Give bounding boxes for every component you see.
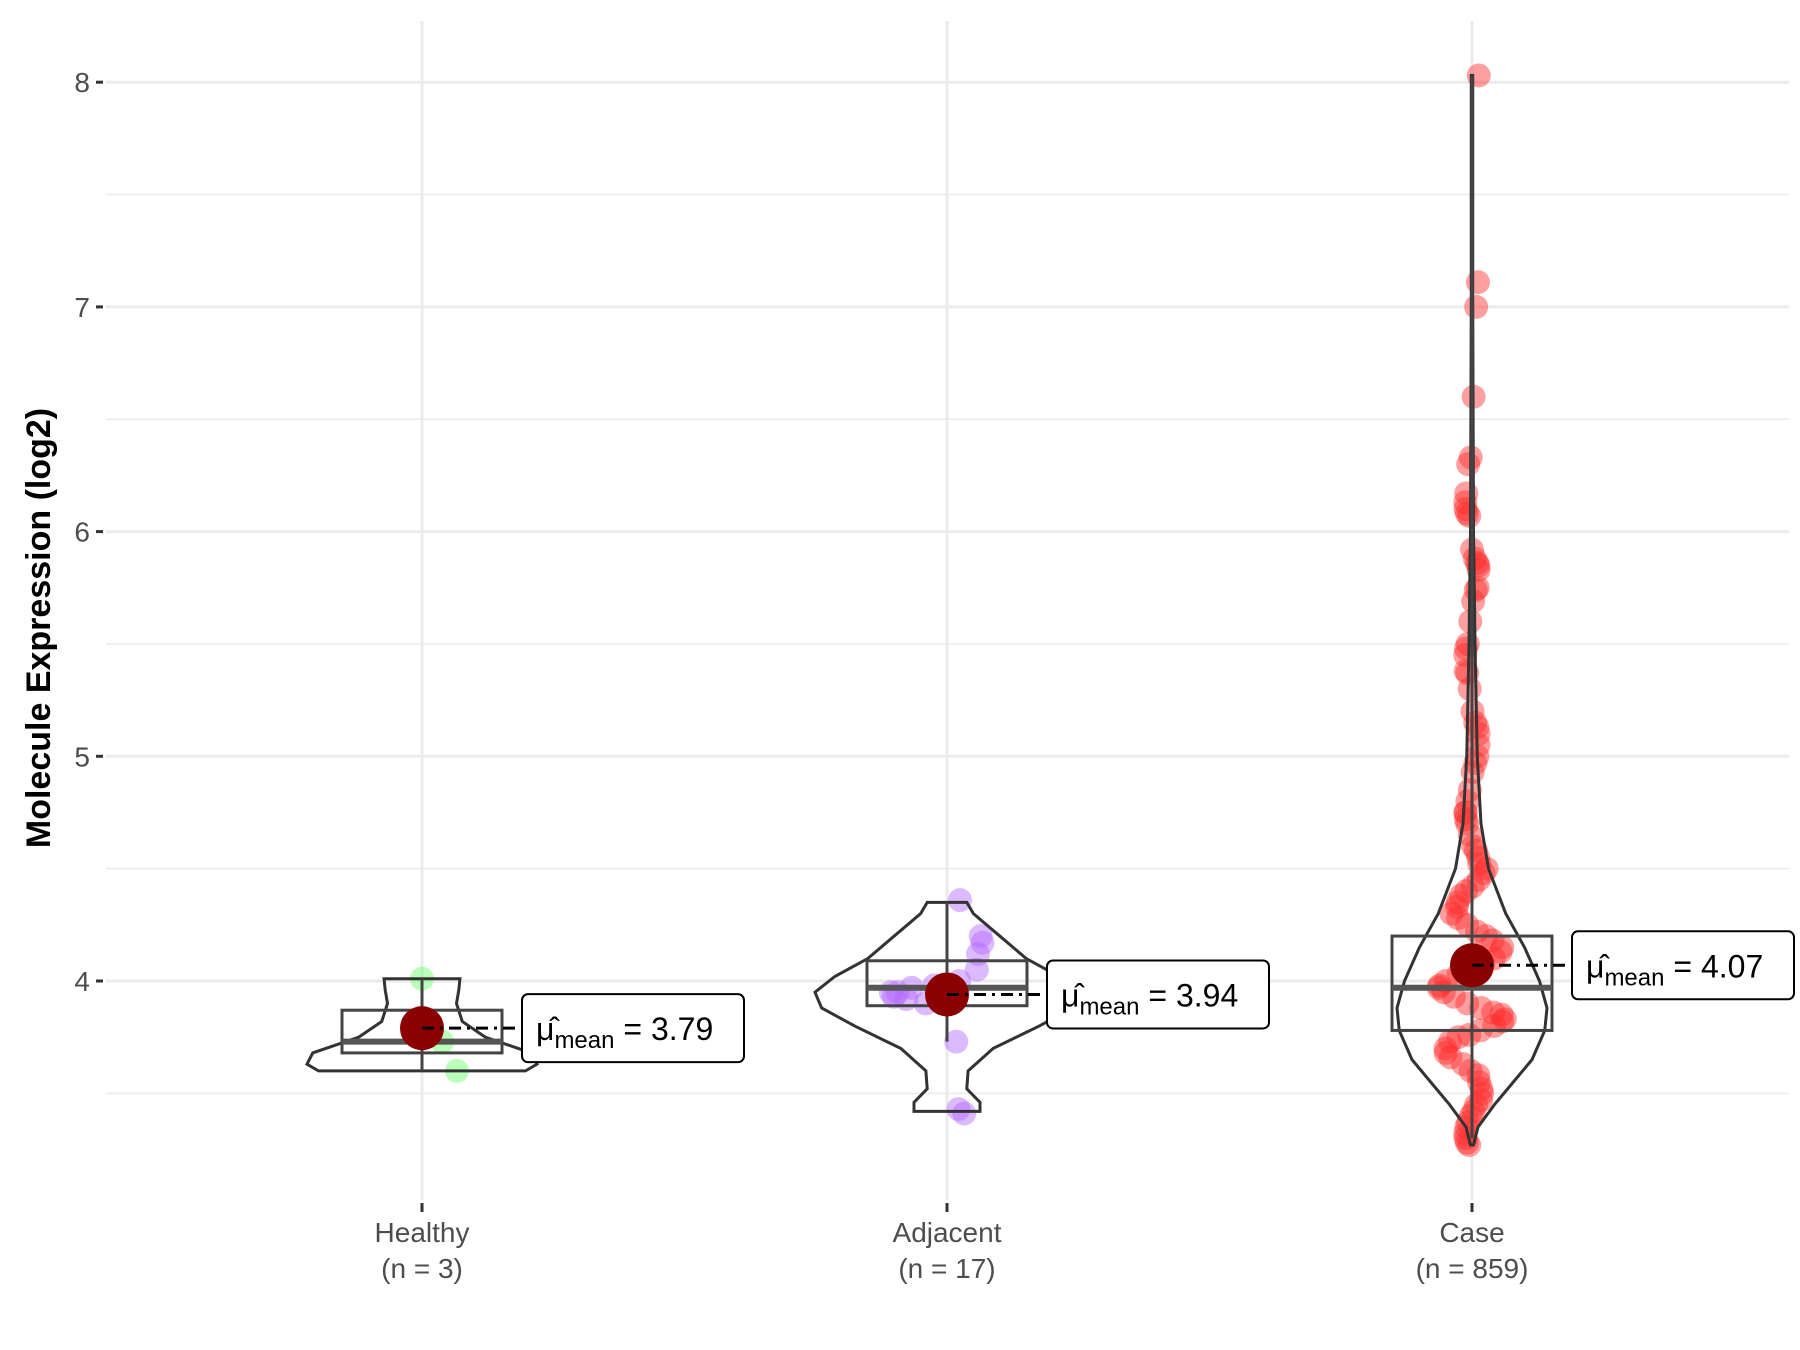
data-point [1469,995,1494,1020]
data-point [946,1097,971,1122]
box [1390,934,1554,1032]
mean-label-box [1571,930,1795,1001]
data-point [964,957,989,982]
data-point [1461,1099,1486,1124]
data-point [1457,822,1482,847]
mean-label: μ̂mean = 4.07 [1586,948,1763,991]
data-point [1457,1022,1482,1047]
x-tick-label: Healthy [375,1217,470,1248]
data-point [1488,939,1513,964]
data-point [1490,935,1515,960]
data-point [1482,1013,1507,1038]
data-point [1470,1081,1495,1106]
data-point [1469,1088,1494,1113]
data-point [1456,1110,1481,1135]
data-point [1433,1036,1458,1061]
data-point [1444,894,1469,919]
group-adjacent: Adjacent(n = 17)μ̂mean = 3.94 [813,888,1270,1284]
data-point [1481,1000,1506,1025]
data-point [1480,928,1505,953]
data-point [1446,906,1471,931]
data-point [968,924,993,949]
data-point [1464,294,1489,319]
data-point [1463,838,1488,863]
violin-outline [813,900,1081,1113]
x-tick-n-label: (n = 859) [1416,1253,1529,1284]
group-healthy: Healthy(n = 3)μ̂mean = 3.79 [305,966,745,1284]
data-point [944,1029,969,1054]
data-point [1489,1002,1514,1027]
data-point [1474,856,1499,881]
data-point [1448,883,1473,908]
data-point [1438,1029,1463,1054]
data-point [1438,1045,1463,1070]
data-point [1490,1009,1515,1034]
data-point [947,888,972,913]
y-tick-label: 5 [74,741,90,772]
mean-label-box [521,993,745,1064]
data-point [1465,270,1490,295]
data-point [1445,890,1470,915]
y-tick-label: 8 [74,67,90,98]
group-case: Case (n = 859) μ̂mean = 4.07 [1390,63,1795,1284]
data-point [1433,1040,1458,1065]
data-point [970,930,995,955]
data-point [1439,901,1464,926]
data-point [1492,1007,1517,1032]
mean-label-box [1046,959,1270,1030]
data-point [952,1101,977,1126]
x-tick-label: Adjacent [893,1217,1002,1248]
x-tick-label: Case [1439,1217,1504,1248]
y-tick-label: 6 [74,517,90,548]
data-point [1463,751,1488,776]
data-point [1464,1092,1489,1117]
data-point [1469,1076,1494,1101]
data-point [1456,452,1481,477]
x-tick-n-label: (n = 17) [898,1253,995,1284]
y-tick-label: 4 [74,966,90,997]
y-axis-label: Molecule Expression (log2) [20,408,58,848]
x-tick-n-label: (n = 3) [381,1253,463,1284]
y-tick-label: 7 [74,292,90,323]
data-point [1451,1052,1476,1077]
